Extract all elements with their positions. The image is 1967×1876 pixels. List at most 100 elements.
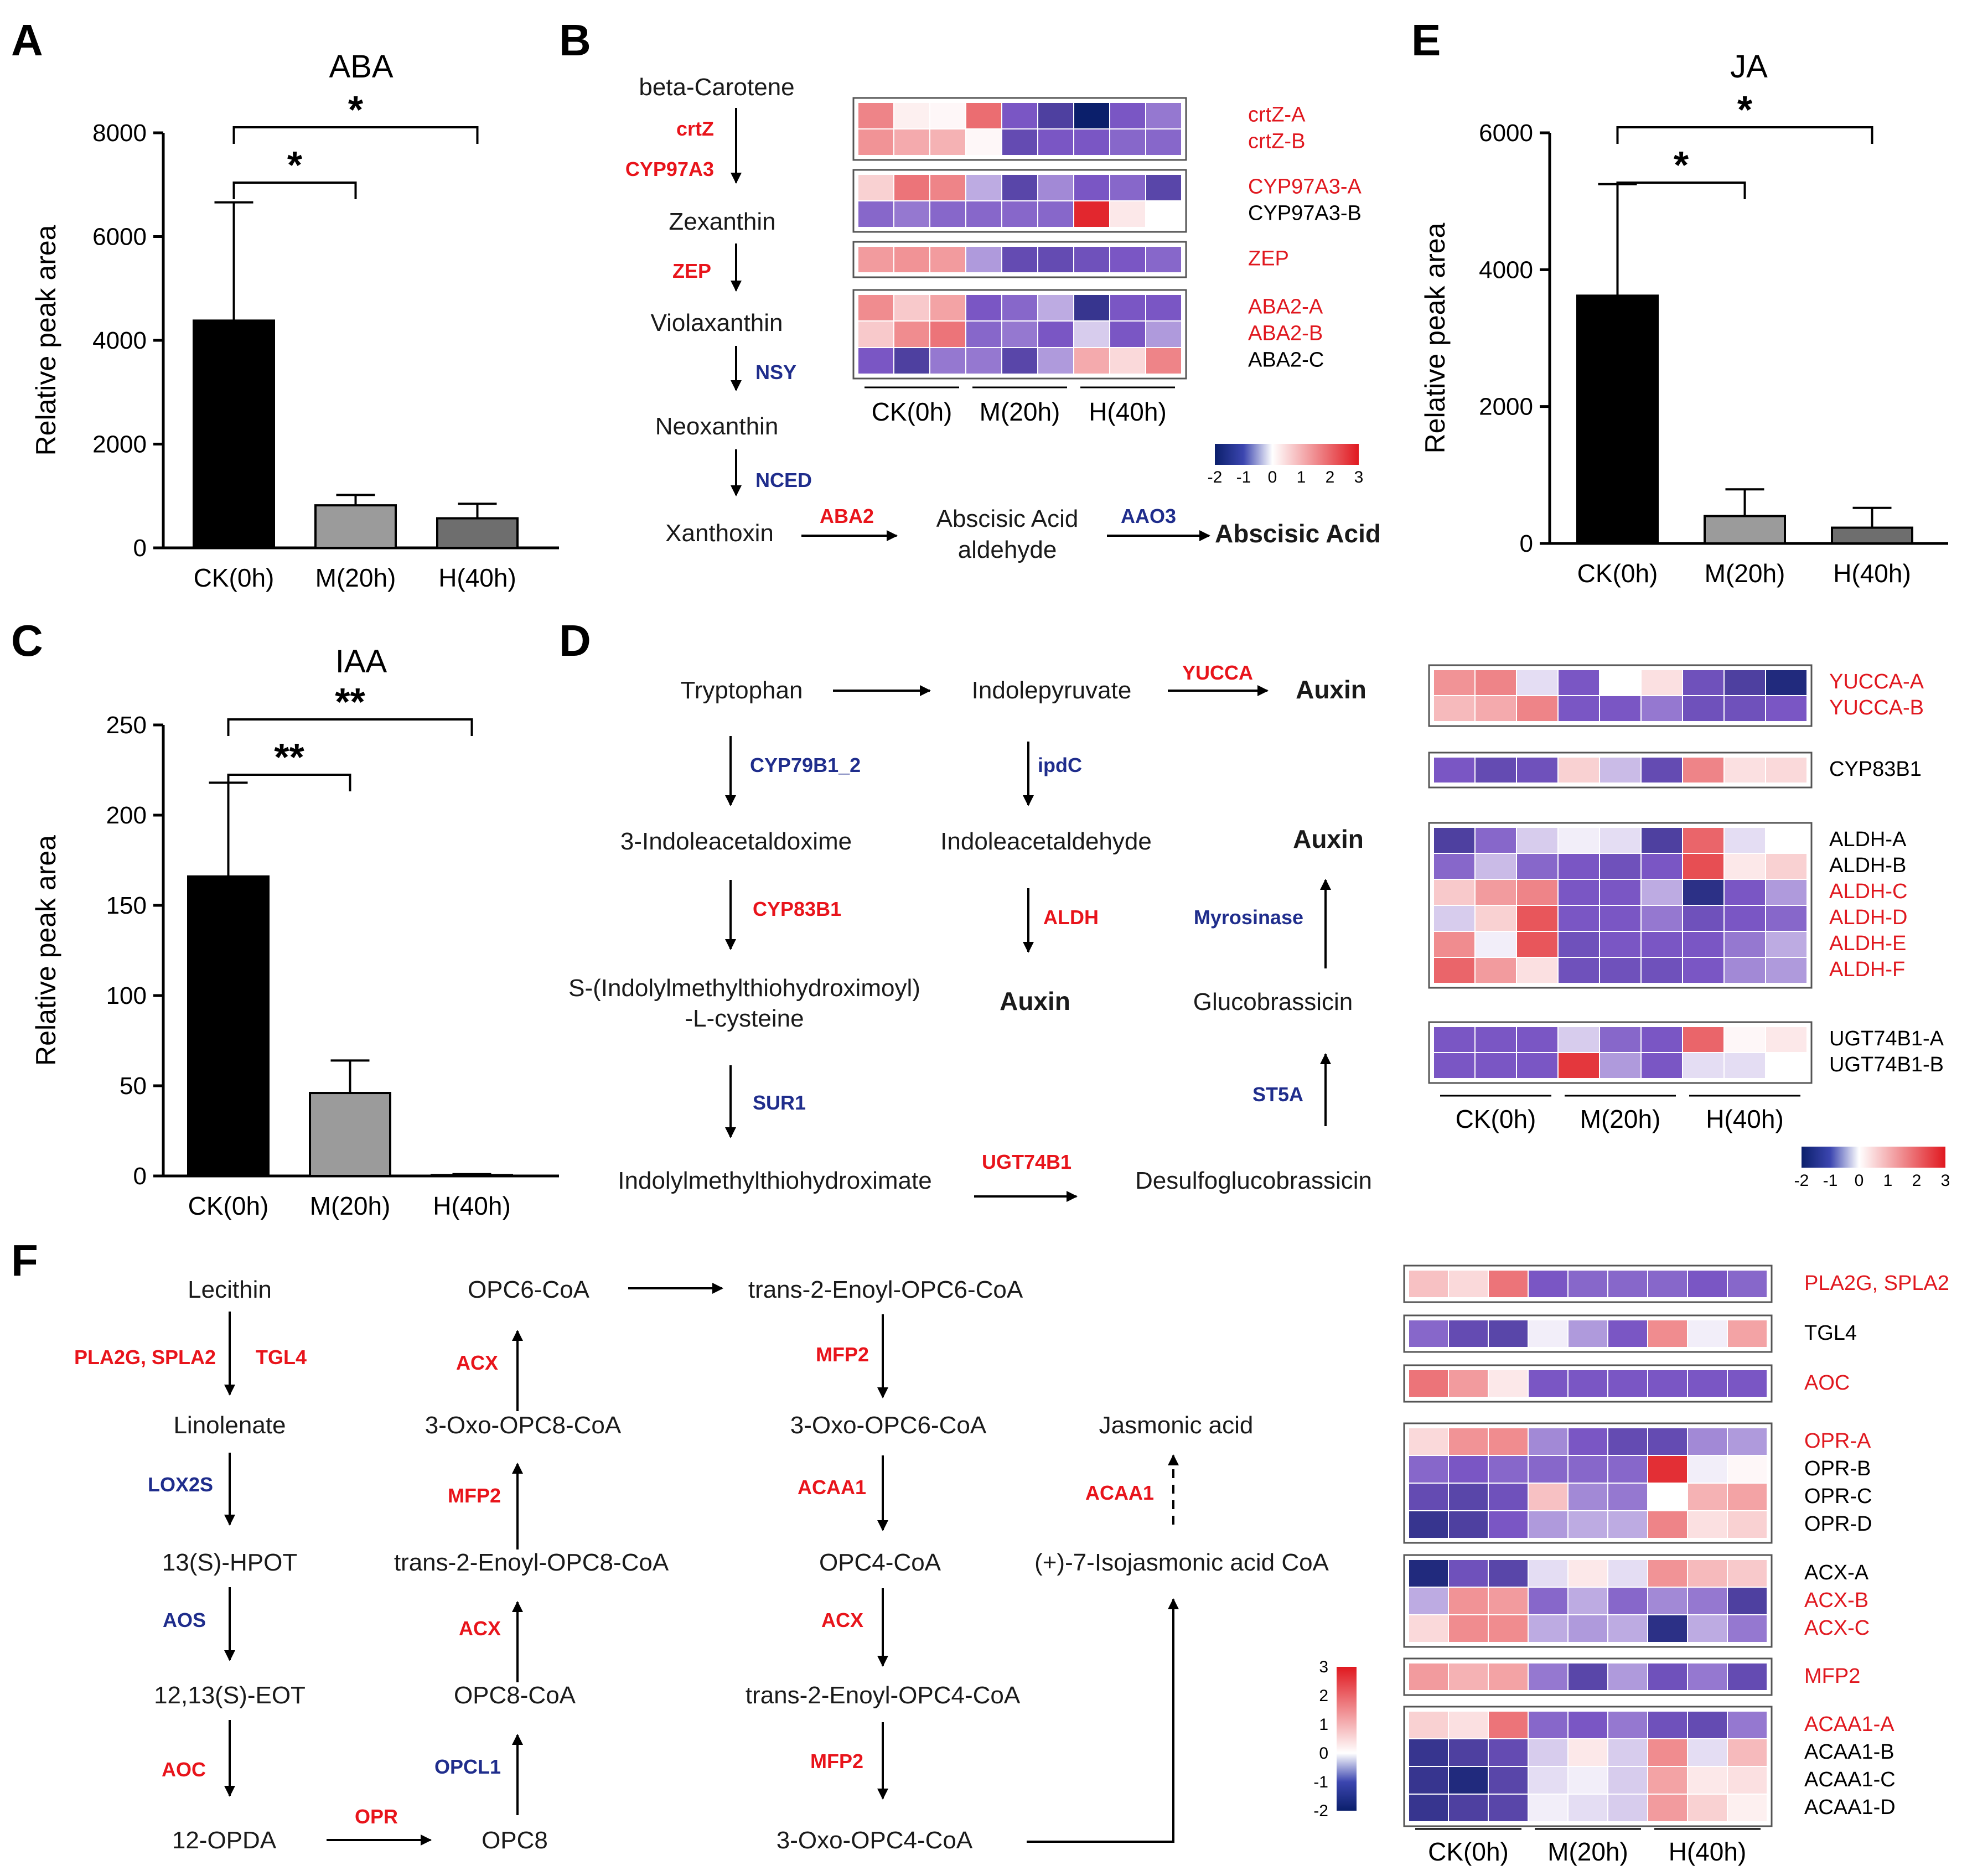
heatmap-group-frame (1428, 1021, 1813, 1084)
significance-marker: ** (274, 735, 304, 779)
enzyme-label: PLA2G, SPLA2 (74, 1346, 216, 1369)
heatmap-group-frame (852, 97, 1187, 161)
heatmap-cell (1567, 1483, 1608, 1511)
column-group-label: H(40h) (1706, 1105, 1784, 1133)
heatmap-cell (1433, 756, 1476, 784)
heatmap-cell (1433, 905, 1476, 932)
heatmap-cell (1073, 294, 1110, 322)
heatmap-cell (1109, 174, 1146, 201)
heatmap-cell (929, 347, 966, 375)
heatmap-cell (1607, 1587, 1648, 1615)
heatmap-cell (1109, 128, 1146, 156)
heatmap-cell (1557, 879, 1600, 906)
chart-title: JA (1730, 49, 1768, 85)
heatmap-cell (1765, 756, 1808, 784)
heatmap-row-label: UGT74B1-A (1829, 1027, 1944, 1050)
significance-bracket (227, 718, 473, 736)
heatmap-cell (1408, 1711, 1449, 1739)
heatmap-row-label: ACX-B (1804, 1589, 1868, 1612)
heatmap-cell (1448, 1369, 1489, 1398)
heatmap-cell (1727, 1369, 1768, 1398)
heatmap-cell (1516, 879, 1559, 906)
enzyme-label: ALDH (1043, 906, 1099, 929)
heatmap-cell (1037, 174, 1074, 201)
column-group-label: CK(0h) (1456, 1105, 1536, 1133)
heatmap-cell (1640, 827, 1683, 854)
colorbar-tick: 3 (1319, 1658, 1328, 1676)
heatmap-cell (1037, 294, 1074, 322)
heatmap-cell (1001, 102, 1038, 129)
metabolite: 3-Oxo-OPC6-CoA (790, 1412, 987, 1439)
heatmap-cell (857, 347, 894, 375)
heatmap-cell (1723, 695, 1766, 722)
metabolite: Xanthoxin (665, 520, 774, 547)
bar (309, 1092, 391, 1178)
heatmap-cell (1557, 957, 1600, 984)
heatmap-cell (1516, 695, 1559, 722)
heatmap-cell (1528, 1455, 1569, 1484)
heatmap-row-label: ACX-A (1804, 1561, 1869, 1584)
heatmap-cell (1001, 320, 1038, 348)
column-group-label: M(20h) (980, 397, 1060, 426)
heatmap-row-label: ACAA1-B (1804, 1740, 1894, 1764)
heatmap-row-label: ALDH-B (1829, 854, 1906, 877)
heatmap-cell (1687, 1559, 1728, 1588)
heatmap-cell (1567, 1455, 1608, 1484)
heatmap-cell (1557, 931, 1600, 958)
heatmap-cell (1528, 1766, 1569, 1795)
heatmap-cell (1607, 1662, 1648, 1691)
colorbar-tick: 1 (1883, 1172, 1893, 1190)
heatmap-row-label: YUCCA-B (1829, 696, 1924, 719)
heatmap-cell (1528, 1662, 1569, 1691)
heatmap-cell (1647, 1794, 1688, 1822)
heatmap-cell (893, 174, 930, 201)
heatmap-cell (1647, 1483, 1688, 1511)
metabolite: Neoxanthin (655, 413, 779, 440)
heatmap-cell (1723, 905, 1766, 932)
x-tick-label: M(20h) (315, 563, 396, 592)
heatmap-row-label: ALDH-C (1829, 880, 1907, 903)
heatmap-cell (1647, 1510, 1688, 1539)
heatmap-cell (1001, 128, 1038, 156)
heatmap-cell (1488, 1369, 1529, 1398)
heatmap-row-label: TGL4 (1804, 1322, 1857, 1345)
enzyme-label: NCED (755, 469, 812, 491)
heatmap-cell (1682, 853, 1725, 880)
heatmap-cell (929, 200, 966, 228)
enzyme-label: AOC (162, 1758, 206, 1781)
heatmap-row-label: OPR-A (1804, 1429, 1871, 1453)
heatmap-cell (1599, 957, 1642, 984)
heatmap-cell (929, 128, 966, 156)
metabolite: 12,13(S)-EOT (154, 1682, 306, 1709)
heatmap-cell (1448, 1483, 1489, 1511)
heatmap-cell (1408, 1587, 1449, 1615)
enzyme-label: NSY (755, 361, 796, 384)
metabolite: 3-Indoleacetaldoxime (620, 828, 852, 855)
heatmap-cell (1723, 827, 1766, 854)
enzyme-label: Myrosinase (1194, 906, 1303, 929)
enzyme-label: CYP83B1 (753, 898, 841, 920)
significance-bracket (232, 182, 357, 199)
metabolite: OPC6-CoA (468, 1276, 590, 1303)
jasmonate-pathway: Lecithin PLA2G, SPLA2 TGL4 Linolenate LO… (74, 1276, 1329, 1854)
heatmap-cell (1448, 1559, 1489, 1588)
heatmap-cell (1488, 1455, 1529, 1484)
heatmap-cell (1599, 931, 1642, 958)
metabolite-product: Abscisic Acid (1215, 519, 1381, 548)
heatmap-cell (1001, 174, 1038, 201)
column-group-label: CK(0h) (1428, 1837, 1509, 1866)
metabolite: -L-cysteine (685, 1005, 804, 1032)
heatmap-cell (1528, 1483, 1569, 1511)
heatmap-cell (1687, 1269, 1728, 1298)
heatmap-cell (1647, 1587, 1688, 1615)
heatmap-cell (1474, 1052, 1517, 1079)
y-tick-label: 0 (1520, 530, 1533, 557)
heatmap-cell (1682, 957, 1725, 984)
heatmap-cell (1647, 1269, 1688, 1298)
heatmap-cell (1727, 1455, 1768, 1484)
heatmap-cell (965, 320, 1002, 348)
heatmap-cell (1647, 1662, 1688, 1691)
heatmap-group-frame (1403, 1422, 1773, 1544)
metabolite: Linolenate (173, 1412, 286, 1439)
metabolite: 3-Oxo-OPC8-CoA (425, 1412, 622, 1439)
